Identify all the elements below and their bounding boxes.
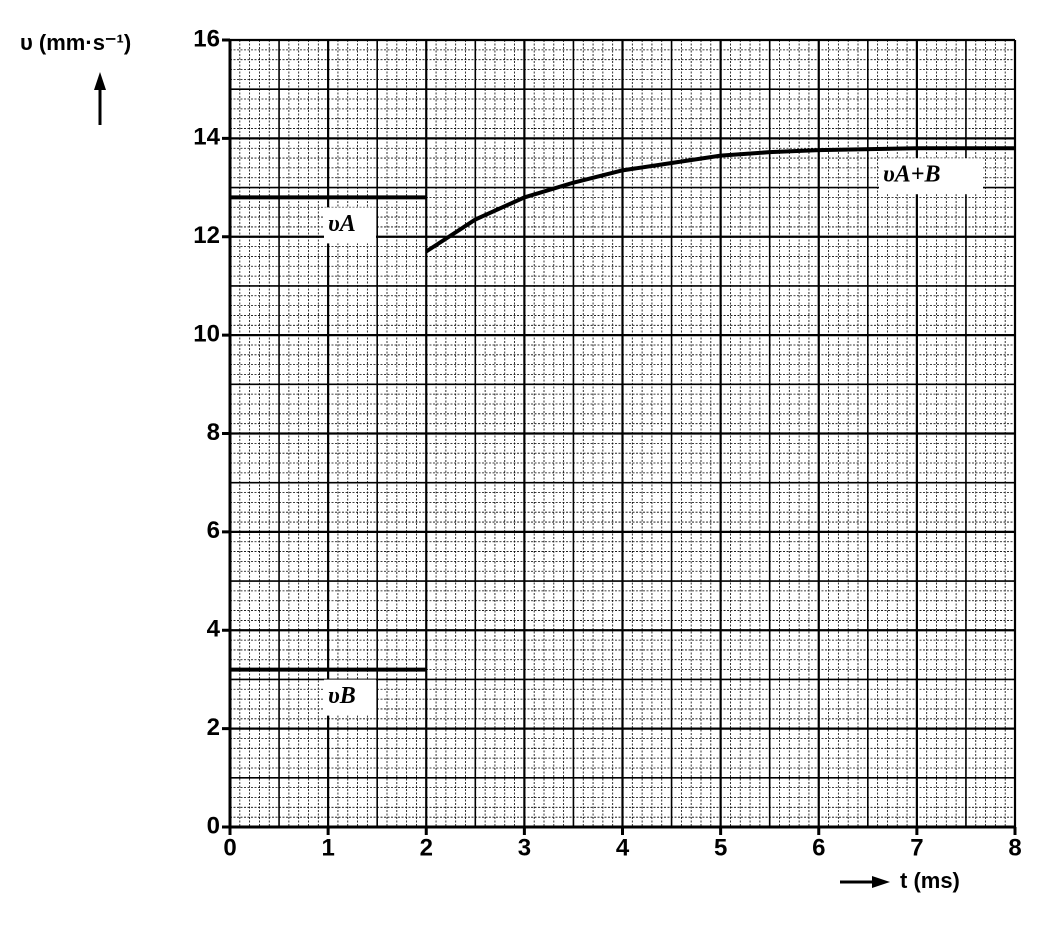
series-line — [425, 146, 1015, 254]
series-label: υB — [328, 683, 356, 709]
x-tick-label: 7 — [910, 834, 923, 861]
y-tick-label: 6 — [207, 517, 220, 544]
series-label-bg — [324, 207, 376, 244]
x-tick-label: 5 — [714, 834, 727, 861]
series-label: υA+B — [883, 162, 940, 188]
x-axis-label: t (ms) — [900, 868, 960, 893]
x-tick-label: 3 — [518, 834, 531, 861]
x-tick-label: 0 — [223, 834, 236, 861]
y-tick-label: 2 — [207, 714, 220, 741]
y-axis-label: υ (mm·s⁻¹) — [20, 30, 131, 55]
x-tick-label: 6 — [812, 834, 825, 861]
x-arrow-head — [872, 876, 890, 888]
series-label-bg — [324, 679, 376, 716]
x-tick-label: 4 — [616, 834, 630, 861]
series-label-bg — [879, 158, 983, 195]
y-tick-label: 0 — [207, 812, 220, 839]
y-tick-label: 12 — [193, 222, 220, 249]
y-tick-label: 4 — [207, 616, 221, 643]
x-tick-label: 2 — [420, 834, 433, 861]
y-arrow-head — [94, 72, 106, 90]
series-label: υA — [328, 211, 356, 237]
y-tick-label: 10 — [193, 320, 220, 347]
x-tick-label: 1 — [321, 834, 334, 861]
y-tick-label: 14 — [193, 124, 220, 151]
y-tick-label: 8 — [207, 419, 220, 446]
x-tick-label: 8 — [1008, 834, 1021, 861]
y-tick-label: 16 — [193, 25, 220, 52]
